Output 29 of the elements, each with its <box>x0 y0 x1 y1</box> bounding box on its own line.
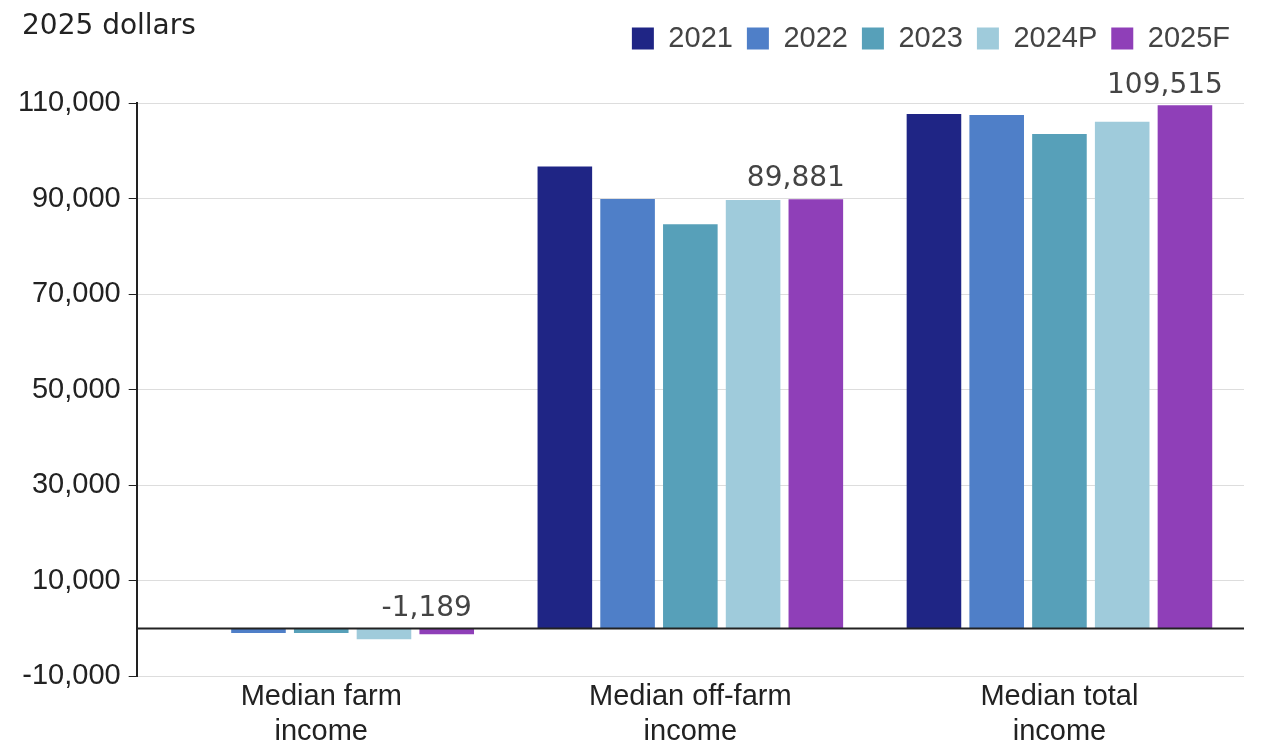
data-label: 89,881 <box>746 160 845 194</box>
y-tick-label: 90,000 <box>31 180 121 213</box>
legend-label: 2022 <box>783 20 848 53</box>
y-tick-label: 50,000 <box>31 371 121 404</box>
bar <box>1032 134 1087 629</box>
bar <box>663 224 718 629</box>
x-tick-label: Median off-farm income <box>589 678 792 746</box>
y-tick-label: -10,000 <box>22 658 121 691</box>
bar <box>725 200 781 629</box>
legend-label: 2021 <box>668 20 733 53</box>
bar <box>600 199 655 629</box>
x-tick-label: Median total income <box>980 678 1139 746</box>
y-tick-label: 30,000 <box>31 467 121 500</box>
legend-label: 2023 <box>898 20 963 53</box>
bar <box>788 199 844 629</box>
bar <box>537 166 593 629</box>
data-label: 109,515 <box>1107 66 1223 100</box>
y-tick-label: 110,000 <box>17 85 121 117</box>
legend-label: 2024P <box>1013 20 1098 53</box>
y-axis-title: 2025 dollars <box>22 8 196 41</box>
x-tick-label: Median farm income <box>240 678 402 746</box>
bar <box>969 114 1024 629</box>
y-tick-label: 70,000 <box>31 276 121 309</box>
bar <box>1094 121 1150 629</box>
bar <box>1157 105 1213 629</box>
bar <box>906 113 962 629</box>
data-label: -1,189 <box>381 589 472 623</box>
y-tick-label: 10,000 <box>31 562 121 595</box>
legend-label: 2025F <box>1147 20 1231 53</box>
